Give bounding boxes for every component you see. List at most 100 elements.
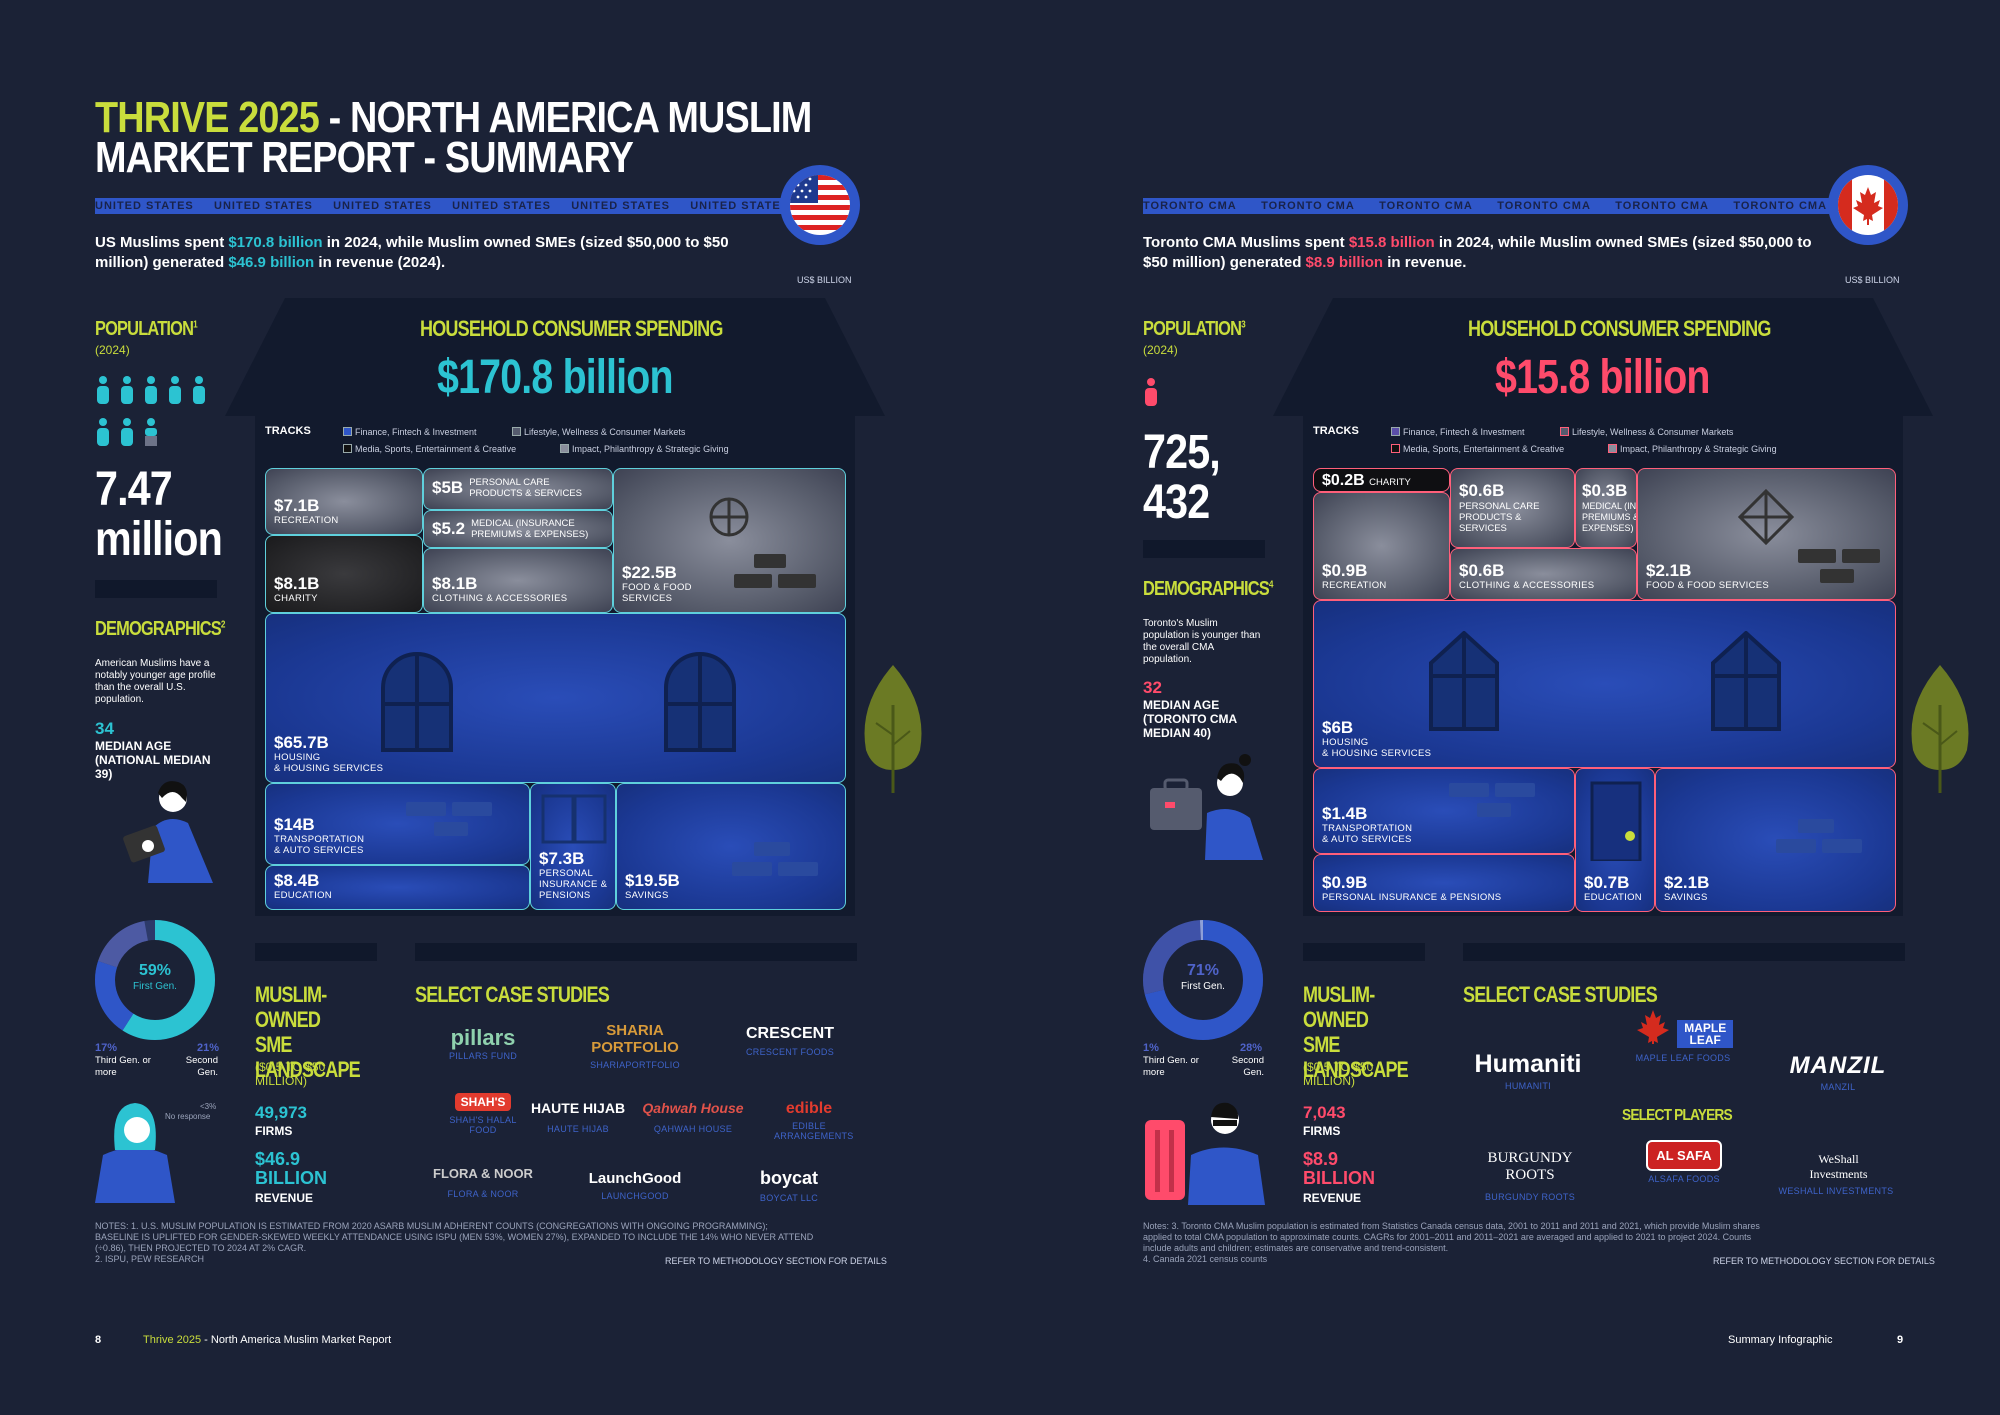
sme-heading: MUSLIM-OWNED SME LANDSCAPE (1303, 982, 1409, 1082)
tracks-label: TRACKS (265, 425, 311, 437)
no-response-pct: <3% (200, 1102, 217, 1111)
donut-pct: 71% (1186, 962, 1220, 979)
logo-burgundy-roots[interactable]: BURGUNDY ROOTS BURGUNDY ROOTS (1484, 1150, 1576, 1202)
logo-haute-hijab[interactable]: HAUTE HIJAB HAUTE HIJAB (530, 1100, 626, 1134)
cell-transport: $14B TRANSPORTATION & AUTO SERVICES (265, 783, 530, 865)
tree-icon (1911, 665, 1969, 793)
pointed-window-icon (1429, 631, 1499, 731)
logo-weshall[interactable]: WeShall Investments WESHALL INVESTMENTS (1778, 1152, 1894, 1196)
population-value: 725, 432 (1143, 426, 1221, 529)
bricks-icon (1798, 549, 1880, 583)
notes: Notes: 3. Toronto CMA Muslim population … (1143, 1221, 1760, 1264)
second-gen-label: Second Gen. (185, 1055, 218, 1078)
logo-edible[interactable]: edible EDIBLE ARRANGEMENTS (774, 1100, 854, 1141)
cell-savings: $2.1B SAVINGS (1655, 768, 1896, 912)
median-age-label: MEDIAN AGE (NATIONAL MEDIAN 39) (95, 739, 211, 781)
page-number: 8 (95, 1334, 102, 1346)
logo-flora-noor[interactable]: FLORA & NOOR FLORA & NOOR (433, 1166, 533, 1199)
tree-icon (864, 665, 922, 793)
sme-range: ($0.5 TO $50 MILLION) (255, 1060, 326, 1088)
donut-pct: 59% (138, 962, 172, 979)
us-flag-icon (780, 165, 860, 245)
demographics-label: DEMOGRAPHICS4 (1143, 578, 1273, 600)
logo-maple-leaf[interactable]: MAPLE LEAF MAPLE LEAF FOODS (1618, 1010, 1748, 1063)
population-label: POPULATION3 (1143, 318, 1246, 340)
third-gen-label: Third Gen. or more (95, 1055, 151, 1078)
cell-recreation: $7.1B RECREATION (265, 468, 423, 535)
population-label: POPULATION1 (95, 318, 198, 340)
cell-insurance: $0.9B PERSONAL INSURANCE & PENSIONS (1313, 854, 1575, 912)
left-page: THRIVE 2025 - NORTH AMERICA MUSLIM MARKE… (95, 96, 922, 1346)
logo-shahs[interactable]: SHAH'S SHAH'S HALAL FOOD (449, 1093, 517, 1135)
median-age: 32 (1143, 678, 1162, 697)
cell-education: $8.4B EDUCATION (265, 865, 530, 910)
spending-heading: HOUSEHOLD CONSUMER SPENDING (420, 316, 723, 341)
donut-second-gen (1143, 920, 1263, 1040)
cell-housing: $6B HOUSING & HOUSING SERVICES (1313, 600, 1896, 768)
logo-boycat[interactable]: boycat BOYCAT LLC (759, 1168, 819, 1203)
cell-education: $0.7B EDUCATION (1575, 768, 1655, 912)
sme-revenue-label: REVENUE (255, 1191, 314, 1205)
methodology-link[interactable]: REFER TO METHODOLOGY SECTION FOR DETAILS (665, 1256, 887, 1266)
logo-launchgood[interactable]: LaunchGood LAUNCHGOOD (588, 1170, 682, 1201)
cell-medical: $5.2 MEDICAL (INSURANCE PREMIUMS & EXPENS… (423, 510, 613, 548)
donut-label: First Gen. (1181, 981, 1225, 992)
track-media: Media, Sports, Entertainment & Creative (1391, 444, 1564, 454)
cell-clothing: $0.6B CLOTHING & ACCESSORIES (1450, 548, 1637, 600)
tracks-label: TRACKS (1313, 425, 1359, 437)
population-icons (95, 375, 220, 455)
donut-third-gen (1143, 920, 1263, 1040)
person-icon (1145, 378, 1157, 406)
cell-insurance: $7.3B PERSONAL INSURANCE & PENSIONS (530, 783, 616, 910)
redaction-bar (1143, 540, 1265, 558)
generation-donut-chart (1143, 920, 1263, 1040)
arch-window-icon (664, 652, 736, 752)
woman-tablet-illustration (118, 768, 218, 888)
cell-recreation: $0.9B RECREATION (1313, 492, 1450, 600)
track-impact: Impact, Philanthropy & Strategic Giving (1608, 444, 1777, 454)
sme-range: ($0.5 TO $50 MILLION) (1303, 1060, 1374, 1088)
donut-label: First Gen. (133, 981, 177, 992)
logo-alsafa[interactable]: AL SAFA ALSAFA FOODS (1619, 1140, 1749, 1184)
track-lifestyle: Lifestyle, Wellness & Consumer Markets (512, 427, 685, 437)
redaction-bar (1463, 943, 1905, 961)
maple-leaf-icon (1636, 1010, 1669, 1044)
window-icon (709, 497, 749, 537)
demographics-label: DEMOGRAPHICS2 (95, 618, 225, 640)
logo-humaniti[interactable]: Humaniti HUMANITI (1474, 1050, 1582, 1091)
methodology-link[interactable]: REFER TO METHODOLOGY SECTION FOR DETAILS (1713, 1256, 1935, 1266)
case-studies-heading: SELECT CASE STUDIES (415, 982, 610, 1007)
door-icon (541, 794, 607, 844)
bricks-icon (732, 842, 818, 876)
cell-clothing: $8.1B CLOTHING & ACCESSORIES (423, 548, 613, 613)
pointed-window-icon (1711, 631, 1781, 731)
logo-qahwah-house[interactable]: Qahwah House QAHWAH HOUSE (642, 1100, 744, 1134)
logo-manzil[interactable]: MANZIL MANZIL (1789, 1052, 1887, 1092)
redaction-bar (1303, 943, 1425, 961)
sme-firms-label: FIRMS (1303, 1124, 1341, 1138)
thinking-woman-illustration (95, 1103, 175, 1203)
population-year: (2024) (95, 343, 130, 357)
population-value: 7.47 million (95, 463, 223, 566)
unit-label: US$ BILLION (1845, 275, 1900, 285)
select-players-heading: SELECT PLAYERS (1622, 1107, 1733, 1124)
redaction-bar (255, 943, 377, 961)
sme-firms: 49,973 (255, 1103, 307, 1122)
cell-housing: $65.7B HOUSING & HOUSING SERVICES (265, 613, 846, 783)
logo-shariaportfolio[interactable]: SHARIA PORTFOLIO SHARIAPORTFOLIO (590, 1022, 680, 1070)
unit-label: US$ BILLION (797, 275, 852, 285)
cell-food: $2.1B FOOD & FOOD SERVICES (1637, 468, 1896, 600)
track-media: Media, Sports, Entertainment & Creative (343, 444, 516, 454)
median-age-label: MEDIAN AGE (TORONTO CMA MEDIAN 40) (1143, 698, 1237, 740)
bricks-icon (406, 802, 492, 836)
sme-firms-label: FIRMS (255, 1124, 293, 1138)
third-gen-pct: 17% (95, 1042, 118, 1054)
page-number: 9 (1897, 1334, 1904, 1346)
man-suitcase-illustration (1145, 1102, 1265, 1205)
track-finance: Finance, Fintech & Investment (1391, 427, 1525, 437)
logo-pillars[interactable]: pillars PILLARS FUND (448, 1025, 518, 1061)
arch-window-icon (381, 652, 453, 752)
cell-charity: $8.1B CHARITY (265, 535, 423, 613)
logo-crescent[interactable]: CRESCENT CRESCENT FOODS (745, 1025, 835, 1057)
spending-heading: HOUSEHOLD CONSUMER SPENDING (1468, 316, 1771, 341)
